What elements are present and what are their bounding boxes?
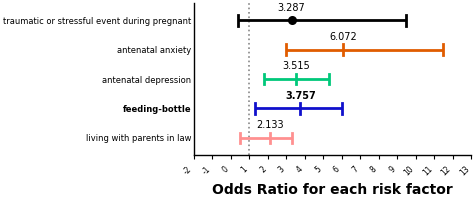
Text: 2.133: 2.133	[256, 120, 284, 130]
Text: 6.072: 6.072	[329, 32, 357, 42]
Text: 3.757: 3.757	[285, 91, 316, 101]
Text: 3.287: 3.287	[278, 3, 305, 13]
X-axis label: Odds Ratio for each risk factor: Odds Ratio for each risk factor	[212, 183, 453, 197]
Text: 3.515: 3.515	[282, 61, 310, 71]
